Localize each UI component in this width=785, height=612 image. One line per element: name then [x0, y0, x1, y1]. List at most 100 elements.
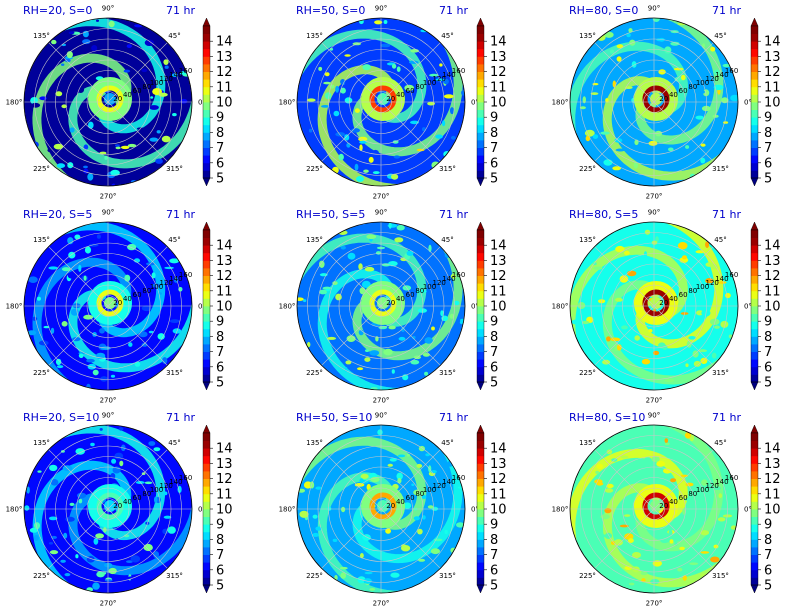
colorbar-segment — [751, 260, 758, 269]
angle-tick-label: 90° — [648, 412, 660, 420]
colorbar-segment — [203, 531, 210, 540]
radial-tick-label: 100 — [696, 486, 709, 494]
colorbar-segment — [751, 463, 758, 472]
contour-cell — [669, 539, 674, 544]
angular-gridline — [594, 42, 655, 103]
radial-tick-label: 100 — [150, 283, 163, 291]
contour-cell — [28, 276, 38, 284]
colorbar-tick-label: 13 — [764, 457, 781, 472]
angular-gridline — [321, 42, 382, 103]
angle-tick-label: 0° — [744, 303, 752, 311]
angle-tick-label: 45° — [441, 32, 453, 40]
radial-tick-label: 120 — [706, 75, 719, 83]
colorbar-tick-label: 8 — [764, 330, 772, 345]
angle-tick-label: 0° — [198, 303, 206, 311]
colorbar-tick-label: 6 — [764, 156, 772, 171]
contour-cell — [432, 299, 440, 303]
contour-cell — [83, 144, 89, 150]
radial-tick-label: 160 — [725, 67, 738, 75]
contour-cell — [416, 289, 427, 293]
contour-cell — [90, 442, 95, 447]
contour-cell — [32, 316, 38, 321]
colorbar-tick-label: 7 — [490, 345, 498, 360]
contour-cell — [730, 525, 737, 530]
contour-cell — [72, 337, 81, 342]
contour-cell — [83, 275, 87, 281]
colorbar-tick-label: 8 — [764, 533, 772, 548]
contour-cell — [698, 90, 705, 94]
contour-cell — [100, 376, 108, 382]
contour-cell — [396, 66, 401, 72]
contour-cell — [615, 148, 626, 152]
contour-cell — [154, 496, 158, 504]
eyewall-ring — [642, 492, 670, 520]
radial-tick-label: 80 — [142, 83, 151, 91]
contour-cell — [151, 272, 156, 279]
colorbar-segment — [477, 275, 484, 284]
spiral-band — [297, 233, 427, 327]
contour-cell — [427, 101, 435, 106]
radial-tick-label: 60 — [679, 291, 688, 299]
colorbar-segment — [751, 252, 758, 261]
contour-cell — [155, 158, 163, 164]
colorbar-tick-label: 9 — [490, 518, 498, 533]
contour-cell — [92, 582, 100, 590]
colorbar-segment — [203, 351, 210, 360]
colorbar-tick-label: 6 — [216, 360, 224, 375]
contour-cell — [710, 46, 716, 52]
contour-cell — [594, 479, 603, 484]
contour-cell — [369, 350, 380, 356]
contour-cell — [413, 516, 420, 521]
contour-cell — [354, 163, 359, 171]
colorbar-tick-label: 6 — [490, 563, 498, 578]
angle-tick-label: 315° — [712, 369, 729, 377]
colorbar-extend-min — [476, 381, 485, 391]
contour-cell — [397, 454, 406, 458]
colorbar-segment — [203, 562, 210, 571]
radial-tick-label: 20 — [386, 299, 395, 307]
contour-cell — [167, 526, 176, 534]
contour-cell — [722, 514, 733, 518]
contour-cell — [119, 460, 124, 467]
contour-cell — [729, 529, 738, 533]
radial-tick-label: 140 — [169, 275, 182, 283]
contour-cell — [612, 80, 616, 88]
contour-cell — [77, 85, 85, 93]
colorbar-tick-label: 8 — [216, 533, 224, 548]
contour-cell — [725, 292, 731, 299]
angular-gridline — [321, 305, 382, 366]
contour-cell — [664, 442, 670, 446]
colorbar-segment — [203, 554, 210, 563]
colorbar-segment — [477, 155, 484, 164]
colorbar-segment — [751, 162, 758, 171]
colorbar-extend-max — [476, 221, 485, 231]
contour-cell — [592, 134, 599, 140]
contour-cell — [718, 493, 723, 499]
contour-cell — [380, 43, 391, 48]
contour-cell — [84, 246, 92, 254]
contour-cell — [628, 28, 633, 33]
radial-tick-label: 100 — [423, 283, 436, 291]
polar-panel — [24, 18, 192, 186]
contour-cell — [632, 552, 641, 559]
colorbar-segment — [751, 531, 758, 540]
colorbar-tick-label: 9 — [764, 315, 772, 330]
polar-frame — [569, 17, 739, 187]
colorbar-segment — [751, 478, 758, 487]
colorbar-segment — [477, 359, 484, 368]
core-band — [88, 281, 132, 325]
core-band — [361, 77, 405, 121]
contour-cell — [658, 37, 665, 42]
contour-cell — [398, 336, 406, 341]
contour-cell — [693, 360, 702, 367]
radial-tick-label: 100 — [696, 79, 709, 87]
angle-tick-label: 45° — [168, 236, 180, 244]
contour-cell — [126, 44, 132, 48]
colorbar-segment — [751, 268, 758, 276]
colorbar-segment — [751, 26, 758, 34]
spiral-band — [58, 222, 166, 338]
contour-cell — [397, 477, 402, 484]
colorbar-extend-max — [202, 424, 211, 434]
